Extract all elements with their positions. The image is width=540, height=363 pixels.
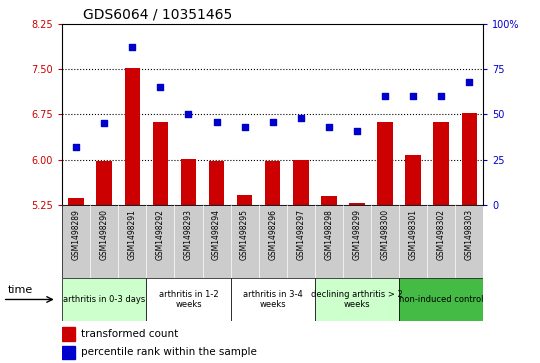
Text: arthritis in 3-4
weeks: arthritis in 3-4 weeks	[243, 290, 302, 309]
Point	[409, 93, 417, 99]
Text: GSM1498289: GSM1498289	[72, 209, 80, 260]
Text: time: time	[8, 285, 33, 295]
Point	[72, 144, 80, 150]
Point	[353, 128, 361, 134]
Point	[381, 93, 389, 99]
Text: GSM1498295: GSM1498295	[240, 209, 249, 260]
Point	[184, 111, 193, 117]
Text: transformed count: transformed count	[81, 329, 178, 339]
Bar	[399, 278, 483, 321]
Text: arthritis in 1-2
weeks: arthritis in 1-2 weeks	[159, 290, 218, 309]
Text: GDS6064 / 10351465: GDS6064 / 10351465	[83, 7, 232, 21]
Point	[100, 121, 109, 126]
Text: GSM1498291: GSM1498291	[128, 209, 137, 260]
Text: GSM1498302: GSM1498302	[437, 209, 445, 260]
Bar	[406, 155, 421, 205]
Bar	[434, 122, 449, 205]
Text: GSM1498290: GSM1498290	[100, 209, 109, 260]
Bar	[153, 122, 168, 205]
Text: percentile rank within the sample: percentile rank within the sample	[81, 347, 257, 358]
Text: declining arthritis > 2
weeks: declining arthritis > 2 weeks	[311, 290, 403, 309]
Bar	[125, 68, 140, 205]
Bar	[97, 161, 112, 205]
Text: GSM1498292: GSM1498292	[156, 209, 165, 260]
Text: GSM1498294: GSM1498294	[212, 209, 221, 260]
Bar	[377, 122, 393, 205]
Text: GSM1498297: GSM1498297	[296, 209, 305, 260]
Point	[296, 115, 305, 121]
Point	[240, 124, 249, 130]
Text: GSM1498303: GSM1498303	[465, 209, 474, 260]
Point	[437, 93, 445, 99]
Point	[128, 44, 137, 50]
Text: arthritis in 0-3 days: arthritis in 0-3 days	[63, 295, 145, 304]
Bar	[293, 160, 308, 205]
Bar	[462, 113, 477, 205]
Bar	[349, 203, 364, 205]
Text: GSM1498300: GSM1498300	[381, 209, 389, 260]
Text: GSM1498298: GSM1498298	[325, 209, 333, 260]
Bar	[62, 327, 75, 341]
Point	[268, 119, 277, 125]
Bar	[146, 278, 231, 321]
Point	[212, 119, 221, 125]
Text: GSM1498296: GSM1498296	[268, 209, 277, 260]
Bar	[181, 159, 196, 205]
Text: non-induced control: non-induced control	[399, 295, 483, 304]
Bar	[237, 195, 252, 205]
Text: GSM1498301: GSM1498301	[409, 209, 417, 260]
Text: GSM1498293: GSM1498293	[184, 209, 193, 260]
Point	[156, 84, 165, 90]
Bar	[62, 346, 75, 359]
Point	[325, 124, 333, 130]
Text: GSM1498299: GSM1498299	[353, 209, 361, 260]
Bar	[209, 161, 224, 205]
Point	[465, 79, 474, 85]
Bar	[321, 196, 336, 205]
Bar	[69, 198, 84, 205]
Bar	[231, 278, 315, 321]
Bar	[62, 278, 146, 321]
Bar	[315, 278, 399, 321]
Bar	[265, 161, 280, 205]
